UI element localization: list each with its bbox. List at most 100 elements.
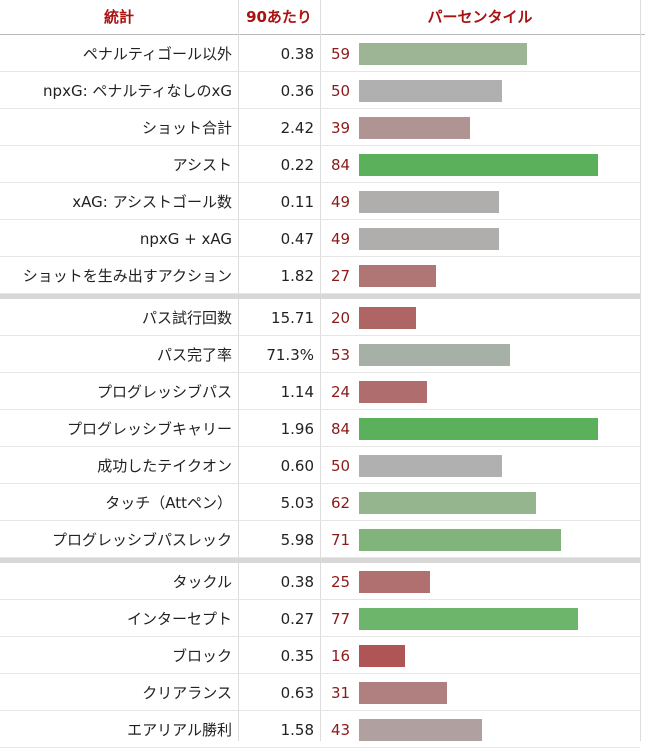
per90-value: 0.11 [280,192,314,211]
row-border [0,293,640,294]
stat-name: ショット合計 [141,118,232,137]
percentile-label: 31 [331,683,351,702]
header-cell: 統計 [103,8,134,26]
per90-value: 0.38 [280,44,314,63]
per90-value: 0.47 [280,229,314,248]
percentile-bar [359,190,499,213]
percentile-bar [359,79,502,102]
stat-name: ペナルティゴール以外 [82,44,232,63]
per90-value: 71.3% [266,345,314,364]
per90-value: 1.82 [280,266,314,285]
percentile-bar [359,528,562,551]
percentile-label: 77 [331,609,351,628]
row-border [0,108,640,109]
column-divider [238,0,239,741]
column-divider [640,0,641,741]
stat-name: xAG: アシストゴール数 [72,192,232,211]
row-border [0,145,640,146]
stat-name: タッチ（Attペン） [105,493,232,512]
row-border [0,335,640,336]
per90-value: 0.22 [280,155,314,174]
row-border [0,409,640,410]
percentile-bar [359,570,431,593]
column-divider [320,0,321,741]
percentile-bar [359,116,471,139]
percentile-bar [359,491,536,514]
stat-name: 成功したテイクオン [97,456,232,475]
row-border [0,710,640,711]
percentile-bar [359,343,511,366]
percentile-bar [359,454,502,477]
group-separator [0,558,640,563]
stat-name: アシスト [172,155,232,174]
stat-name: npxG: ペナルティなしのxG [43,81,232,100]
stat-name: タックル [172,572,232,591]
percentile-bar [359,42,528,65]
stat-name: ショットを生み出すアクション [22,266,232,285]
percentile-label: 50 [331,81,351,100]
per90-value: 0.27 [280,609,314,628]
header-cell: 90あたり [246,8,312,26]
per90-value: 1.14 [280,382,314,401]
percentile-bar [359,306,416,329]
row-border [0,673,640,674]
row-border [0,520,640,521]
per90-value: 0.38 [280,572,314,591]
stat-name: エアリアル勝利 [127,720,232,739]
percentile-bar [359,380,428,403]
stat-name: npxG + xAG [139,229,232,248]
stat-name: プログレッシブパスレック [51,530,232,549]
per90-value: 0.60 [280,456,314,475]
percentile-label: 84 [331,155,351,174]
row-border [0,599,640,600]
per90-value: 0.36 [280,81,314,100]
percentile-label: 16 [331,646,351,665]
percentile-bar [359,718,482,741]
percentile-label: 62 [331,493,351,512]
row-border [0,71,640,72]
percentile-label: 59 [331,44,351,63]
row-border [0,182,640,183]
row-border [0,256,640,257]
stat-name: クリアランス [142,683,232,702]
percentile-label: 25 [331,572,351,591]
percentile-label: 43 [331,720,351,739]
per90-value: 1.96 [280,419,314,438]
percentile-label: 50 [331,456,351,475]
percentile-label: 20 [331,308,351,327]
row-border [0,219,640,220]
percentile-label: 49 [331,192,351,211]
stat-name: インターセプト [126,609,232,628]
per90-value: 0.63 [280,683,314,702]
percentile-label: 53 [331,345,351,364]
percentile-bar [359,644,405,667]
percentile-label: 24 [331,382,351,401]
percentile-label: 84 [331,419,351,438]
row-border [0,483,640,484]
percentile-bar [359,681,448,704]
percentile-bar [359,153,599,176]
percentile-bar [359,264,436,287]
stat-name: パス試行回数 [141,308,232,327]
per90-value: 1.58 [280,720,314,739]
per90-value: 0.35 [280,646,314,665]
header-border [0,34,645,35]
row-border [0,557,640,558]
percentile-bar [359,227,499,250]
percentile-label: 27 [331,266,351,285]
row-border [0,636,640,637]
percentile-bar [359,417,599,440]
per90-value: 5.03 [280,493,314,512]
percentile-label: 49 [331,229,351,248]
percentile-bar [359,607,579,630]
stat-name: パス完了率 [156,345,232,364]
percentile-label: 71 [331,530,351,549]
stat-name: プログレッシブパス [96,382,232,401]
header-cell: パーセンタイル [427,8,533,26]
row-border [0,446,640,447]
stat-name: プログレッシブキャリー [66,419,232,438]
per90-value: 2.42 [280,118,314,137]
per90-value: 5.98 [280,530,314,549]
group-separator [0,294,640,299]
